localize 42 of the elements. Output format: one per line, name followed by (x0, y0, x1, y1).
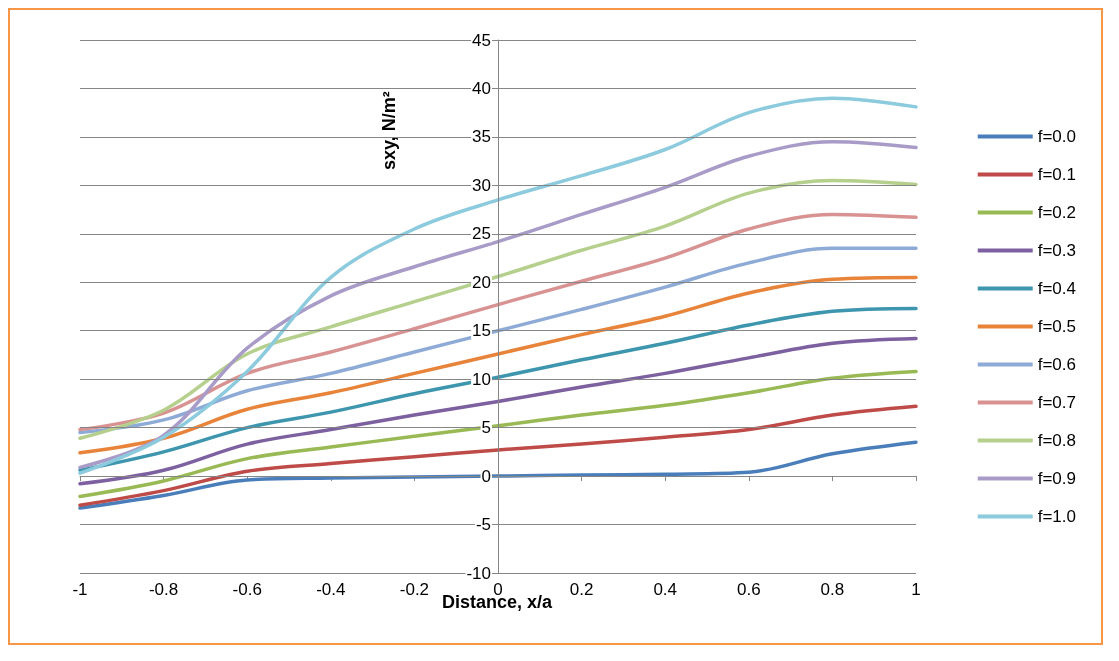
line-series (78, 336, 918, 486)
line-series (78, 212, 918, 432)
x-tick-label: -0.6 (232, 580, 262, 599)
legend-label: f=0.1 (1037, 165, 1077, 184)
x-tick-label: -0.8 (148, 580, 179, 599)
line-series (78, 178, 918, 441)
line-series (78, 369, 918, 499)
y-tick-label: 40 (472, 78, 491, 98)
legend-label: f=0.9 (1037, 469, 1077, 488)
line-series (78, 404, 918, 507)
y-tick-label: 25 (472, 224, 491, 244)
legend-label: f=0.3 (1037, 241, 1077, 260)
legend-label: f=0.4 (1037, 279, 1077, 298)
legend-label: f=0.8 (1037, 431, 1077, 450)
y-tick-label: 20 (472, 272, 491, 292)
y-tick-label: 30 (472, 175, 491, 195)
legend-label: f=0.0 (1037, 127, 1077, 146)
y-tick-label: -5 (475, 515, 491, 535)
x-tick-label: 0.4 (653, 580, 678, 599)
legend-label: f=0.5 (1037, 317, 1077, 336)
y-tick-label: 35 (472, 127, 491, 147)
y-tick-label: 0 (481, 466, 491, 486)
line-series (78, 440, 918, 510)
y-tick-label: 45 (472, 30, 491, 50)
x-tick-label: 1 (911, 580, 921, 599)
y-tick-label: 15 (472, 321, 491, 341)
x-tick-label: 0.6 (736, 580, 761, 599)
x-tick-label: -1 (72, 580, 88, 599)
x-tick-label: -0.2 (399, 580, 430, 599)
legend-label: f=0.2 (1037, 203, 1077, 222)
legend-label: f=0.6 (1037, 355, 1077, 374)
y-tick-label: 10 (472, 369, 491, 389)
line-series (78, 275, 918, 455)
line-series (78, 246, 918, 435)
x-tick-label: 0.2 (569, 580, 594, 599)
legend-label: f=1.0 (1037, 507, 1077, 526)
y-tick-label: 5 (481, 418, 491, 438)
y-tick-label: -10 (466, 563, 491, 583)
legend-label: f=0.7 (1037, 393, 1077, 412)
x-tick-label: 0.8 (820, 580, 845, 599)
x-tick-label: -0.4 (316, 580, 346, 599)
y-axis-title: sxy, N/m² (379, 91, 399, 170)
